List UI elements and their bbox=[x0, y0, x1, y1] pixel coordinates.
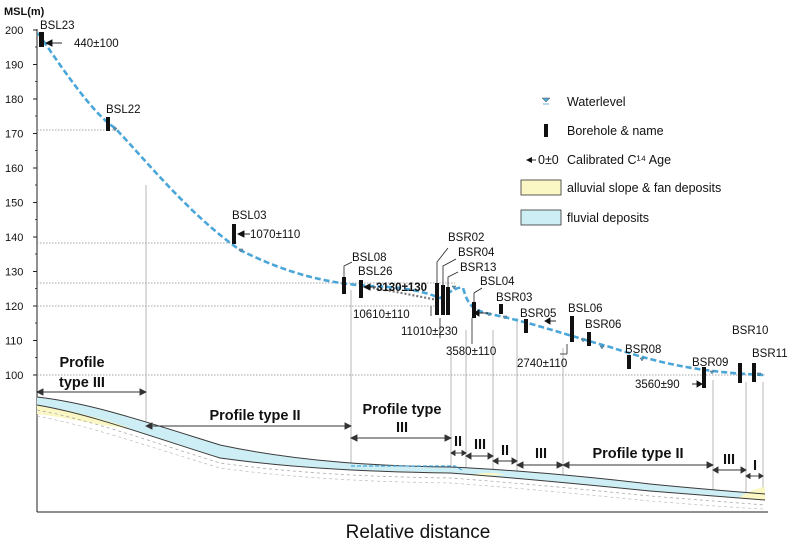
profile-label: II bbox=[501, 443, 509, 459]
borehole-legend-icon bbox=[544, 124, 548, 137]
borehole-label: BSL04 bbox=[480, 276, 515, 288]
y-tick-label: 180 bbox=[5, 94, 23, 106]
legend-age-label: Calibrated C¹⁴ Age bbox=[567, 153, 671, 167]
y-axis: MSL(m) 200 190 180 170 160 150 140 1 bbox=[4, 6, 768, 513]
age-label: 3560±90 bbox=[635, 379, 680, 391]
borehole-label: BSL26 bbox=[358, 266, 393, 278]
fluvial-deposit-layer bbox=[37, 397, 765, 500]
surface-line bbox=[36, 396, 766, 495]
age-label: 11010±230 bbox=[401, 326, 458, 338]
y-tick-label: 130 bbox=[5, 267, 23, 279]
waterlevel-markers bbox=[39, 32, 762, 377]
age-label: 10610±110 bbox=[353, 309, 410, 321]
profile-label: Profile bbox=[59, 355, 104, 371]
profile-label: II bbox=[454, 434, 462, 450]
y-tick-label: 200 bbox=[5, 25, 23, 37]
water-table-line bbox=[351, 465, 463, 471]
borehole-labels: BSL23 BSL22 BSL03 BSL08 BSL26 BSR02 BSR0… bbox=[40, 20, 788, 369]
borehole-label: BSR04 bbox=[458, 247, 495, 259]
age-labels: 440±100 1070±110 3130±130 10610±110 1101… bbox=[74, 38, 680, 391]
profile-label: III bbox=[723, 452, 735, 468]
profile-label: III bbox=[396, 420, 408, 436]
borehole-label: BSR06 bbox=[585, 319, 621, 331]
borehole-label: BSR08 bbox=[625, 344, 661, 356]
borehole-label: BSL23 bbox=[40, 20, 75, 32]
borehole-label: BSR09 bbox=[692, 357, 728, 369]
legend-borehole-label: Borehole & name bbox=[567, 124, 664, 138]
legend-waterlevel-label: Waterlevel bbox=[567, 95, 626, 109]
bedrock-line bbox=[36, 404, 766, 501]
reference-lines bbox=[37, 129, 765, 376]
x-axis-label: Relative distance bbox=[346, 522, 491, 543]
profile-label: type III bbox=[59, 375, 105, 391]
alluvial-fan-right bbox=[738, 487, 765, 500]
y-tick-label: 170 bbox=[5, 129, 23, 141]
legend-fluvial-label: fluvial deposits bbox=[567, 211, 649, 225]
projection-lines bbox=[145, 185, 764, 496]
legend-age-symbol: 0±0 bbox=[538, 153, 559, 167]
borehole-label: BSR05 bbox=[520, 308, 556, 320]
waterlevel-profile-line bbox=[36, 32, 766, 377]
y-tick-label: 110 bbox=[5, 336, 23, 348]
profile-label: III bbox=[535, 446, 547, 462]
borehole-label: BSR03 bbox=[496, 292, 532, 304]
borehole-label: BSL06 bbox=[568, 303, 603, 315]
borehole-label: BSL22 bbox=[106, 104, 141, 116]
profile-label: Profile type bbox=[363, 402, 442, 418]
borehole-markers bbox=[39, 32, 756, 388]
borehole-label: BSR02 bbox=[448, 232, 484, 244]
leader-lines bbox=[343, 247, 568, 355]
legend: Waterlevel Borehole & name 0±0 Calibrate… bbox=[520, 95, 721, 226]
y-tick-label: 150 bbox=[5, 198, 23, 210]
cross-section-profile bbox=[36, 396, 766, 510]
y-tick-label: 120 bbox=[5, 301, 23, 313]
bedrock-hatch-1 bbox=[36, 409, 766, 506]
borehole-label: BSR11 bbox=[752, 348, 788, 360]
y-tick-label: 190 bbox=[5, 60, 23, 72]
waterlevel-legend-icon bbox=[541, 97, 551, 105]
borehole-label: BSL08 bbox=[352, 252, 387, 264]
y-tick-label: 140 bbox=[5, 232, 23, 244]
alluvial-legend-swatch bbox=[520, 179, 562, 196]
y-tick-label: 100 bbox=[5, 370, 23, 382]
paleo-surface-dotted bbox=[364, 285, 439, 302]
borehole-label: BSR13 bbox=[460, 262, 496, 274]
fluvial-legend-swatch bbox=[520, 209, 562, 226]
profile-label: III bbox=[474, 437, 486, 453]
age-label: 440±100 bbox=[74, 38, 119, 50]
age-arrows bbox=[44, 39, 703, 388]
bedrock-hatch-2 bbox=[36, 415, 766, 510]
legend-alluvial-label: alluvial slope & fan deposits bbox=[567, 181, 721, 195]
profile-labels: Profile type III Profile type II Profile… bbox=[59, 355, 757, 474]
profile-label: Profile type II bbox=[592, 446, 683, 462]
profile-label: I bbox=[753, 458, 757, 474]
profile-label: Profile type II bbox=[209, 408, 300, 424]
age-label: 2740±110 bbox=[517, 358, 567, 370]
borehole-label: BSL03 bbox=[232, 210, 267, 222]
borehole-label: BSR10 bbox=[732, 325, 768, 337]
y-axis-label: MSL(m) bbox=[4, 6, 45, 18]
age-label: 1070±110 bbox=[250, 229, 300, 241]
profile-segment-arrows bbox=[35, 388, 764, 480]
y-tick-label: 160 bbox=[5, 163, 23, 175]
age-label: 3130±130 bbox=[376, 282, 427, 294]
age-arrow-legend-icon bbox=[526, 157, 536, 163]
age-label: 3580±110 bbox=[446, 346, 496, 358]
